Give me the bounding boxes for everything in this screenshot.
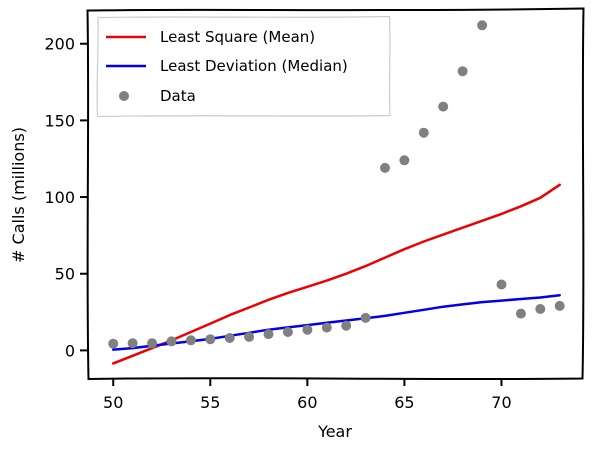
series-line-0 [111,183,561,365]
x-axis-ticks: 50 55 60 65 70 [103,378,512,412]
x-tick-label: 55 [200,393,220,412]
data-point [166,336,177,347]
legend-label-least-square: Least Square (Mean) [160,28,315,46]
data-point [185,335,196,346]
x-tick-label: 70 [491,393,511,412]
y-tick-label: 150 [44,111,75,130]
data-point [477,20,488,31]
data-point [554,300,565,311]
y-tick-label: 100 [44,188,75,207]
y-tick-label: 0 [65,341,75,360]
data-point [515,308,526,319]
x-tick-label: 50 [103,393,123,412]
plot-frame [86,7,585,381]
data-point [224,333,235,343]
legend-label-data: Data [160,87,196,105]
data-point [438,101,449,112]
data-point [263,329,274,340]
data-point [282,327,293,337]
legend-box [96,15,391,118]
series-points [108,20,565,349]
y-tick-label: 50 [55,265,75,284]
data-point [535,304,546,314]
legend-label-least-deviation: Least Deviation (Median) [160,57,348,75]
y-axis-ticks: 0 50 100 150 200 [44,35,88,360]
x-tick-label: 65 [394,393,414,412]
data-point [302,324,313,335]
data-point [457,66,468,77]
data-point [418,127,429,138]
legend: Least Square (Mean) Least Deviation (Med… [96,15,391,118]
series-lines [111,183,561,365]
data-point [205,334,216,345]
y-tick-label: 200 [44,35,75,54]
data-point [360,312,371,323]
data-point [127,338,138,349]
data-point [341,320,352,331]
data-point [147,338,158,349]
legend-marker-data [119,91,129,101]
data-point [244,331,255,342]
x-axis-label: Year [317,422,352,441]
data-point [496,279,507,290]
series-line-1 [111,293,561,351]
data-point [321,322,332,333]
y-axis-label: # Calls (millions) [9,127,28,263]
data-point [399,155,410,166]
data-point [380,162,390,173]
data-point [108,338,119,349]
x-tick-label: 60 [297,393,317,412]
